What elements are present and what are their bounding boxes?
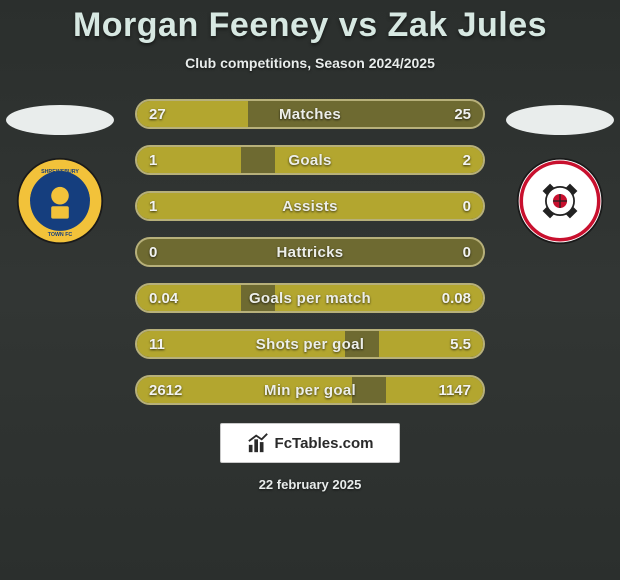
stat-row: 27Matches25 bbox=[135, 99, 485, 129]
page-subtitle: Club competitions, Season 2024/2025 bbox=[0, 55, 620, 71]
player-ellipse-left bbox=[6, 105, 114, 135]
footer-logo: FcTables.com bbox=[220, 423, 400, 463]
player-ellipse-right bbox=[506, 105, 614, 135]
stat-label: Goals per match bbox=[137, 285, 483, 311]
stat-value-right: 0.08 bbox=[442, 285, 471, 311]
stat-rows: 27Matches251Goals21Assists00Hattricks00.… bbox=[135, 99, 485, 405]
footer-date: 22 february 2025 bbox=[0, 477, 620, 492]
stat-label: Matches bbox=[137, 101, 483, 127]
stat-label: Min per goal bbox=[137, 377, 483, 403]
stat-value-right: 5.5 bbox=[450, 331, 471, 357]
stat-row: 1Assists0 bbox=[135, 191, 485, 221]
stat-value-right: 0 bbox=[463, 193, 471, 219]
stat-row: 0Hattricks0 bbox=[135, 237, 485, 267]
stat-row: 0.04Goals per match0.08 bbox=[135, 283, 485, 313]
stat-row: 11Shots per goal5.5 bbox=[135, 329, 485, 359]
svg-text:SHREWSBURY: SHREWSBURY bbox=[41, 169, 79, 175]
stat-value-right: 1147 bbox=[438, 377, 471, 403]
stat-row: 1Goals2 bbox=[135, 145, 485, 175]
stat-label: Goals bbox=[137, 147, 483, 173]
stat-label: Shots per goal bbox=[137, 331, 483, 357]
footer-logo-text: FcTables.com bbox=[275, 435, 374, 452]
stat-value-right: 0 bbox=[463, 239, 471, 265]
stat-value-right: 2 bbox=[463, 147, 471, 173]
comparison-panel: SHREWSBURY TOWN FC 27Matches25 1Goals2 1As… bbox=[0, 99, 620, 405]
svg-text:TOWN FC: TOWN FC bbox=[48, 232, 73, 238]
stat-label: Hattricks bbox=[137, 239, 483, 265]
stat-row: 2612Min per goal1147 bbox=[135, 375, 485, 405]
stat-label: Assists bbox=[137, 193, 483, 219]
page-title: Morgan Feeney vs Zak Jules bbox=[0, 0, 620, 45]
stat-value-right: 25 bbox=[454, 101, 471, 127]
club-badge-left: SHREWSBURY TOWN FC bbox=[16, 157, 104, 245]
bars-icon bbox=[247, 432, 269, 454]
club-badge-right bbox=[516, 157, 604, 245]
